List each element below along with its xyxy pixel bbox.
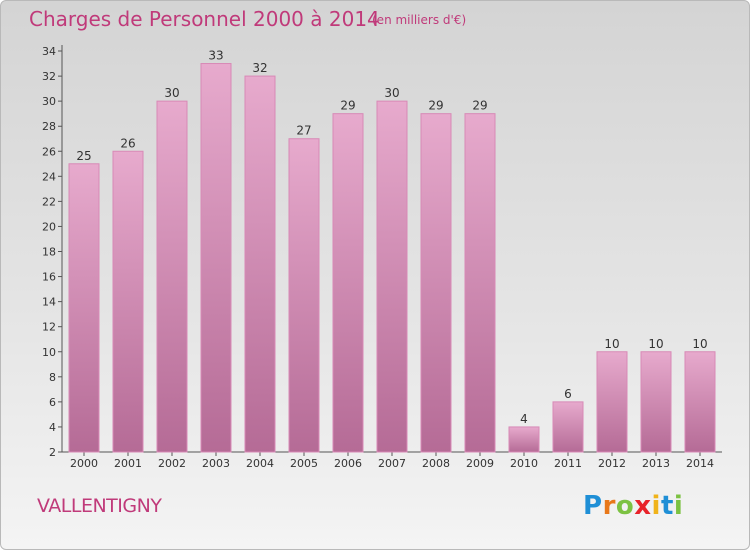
x-tick-label: 2003 xyxy=(202,457,230,470)
logo-letter: i xyxy=(651,491,661,521)
x-tick-label: 2006 xyxy=(334,457,362,470)
data-label: 26 xyxy=(120,136,135,150)
data-label: 29 xyxy=(340,99,355,113)
data-label: 30 xyxy=(384,86,399,100)
bar xyxy=(68,163,100,453)
bar xyxy=(508,426,540,453)
data-label: 10 xyxy=(604,337,619,351)
y-tick-label: 14 xyxy=(42,296,56,309)
data-label: 29 xyxy=(428,99,443,113)
data-label: 6 xyxy=(564,387,572,401)
y-tick-label: 18 xyxy=(42,246,56,259)
y-tick-label: 2 xyxy=(49,446,56,459)
bar xyxy=(640,351,672,453)
bar xyxy=(684,351,716,453)
chart-data-labels: 25 26 30 33 32 27 29 30 29 29 4 6 10 10 10 xyxy=(76,49,707,426)
bar xyxy=(332,113,364,453)
y-tick-label: 28 xyxy=(42,120,56,133)
y-tick-label: 22 xyxy=(42,195,56,208)
x-tick-label: 2013 xyxy=(642,457,670,470)
x-tick-label: 2011 xyxy=(554,457,582,470)
y-tick-label: 4 xyxy=(49,421,56,434)
data-label: 4 xyxy=(520,412,528,426)
y-tick-label: 10 xyxy=(42,346,56,359)
x-tick-label: 2014 xyxy=(686,457,714,470)
data-label: 33 xyxy=(208,49,223,63)
logo-letter: i xyxy=(673,491,684,521)
data-label: 10 xyxy=(692,337,707,351)
y-tick-label: 16 xyxy=(42,271,56,284)
data-label: 10 xyxy=(648,337,663,351)
x-tick-label: 2000 xyxy=(70,457,98,470)
y-tick-label: 6 xyxy=(49,396,56,409)
city-name: VALLENTIGNY xyxy=(37,495,162,517)
x-tick-label: 2012 xyxy=(598,457,626,470)
chart-bars xyxy=(68,63,716,453)
data-label: 29 xyxy=(472,99,487,113)
proxiti-logo: Proxiti xyxy=(583,491,683,521)
logo-letter: t xyxy=(660,491,674,521)
logo-letter: r xyxy=(602,491,616,521)
chart-title: Charges de Personnel 2000 à 2014 xyxy=(29,7,380,31)
data-label: 32 xyxy=(252,61,267,75)
x-tick-label: 2009 xyxy=(466,457,494,470)
data-label: 30 xyxy=(164,86,179,100)
bar xyxy=(200,63,232,453)
y-tick-label: 34 xyxy=(42,45,56,58)
y-tick-label: 20 xyxy=(42,220,56,233)
chart-subtitle: (en milliers d'€) xyxy=(372,13,467,27)
y-tick-label: 12 xyxy=(42,321,56,334)
logo-letter: o xyxy=(615,491,635,521)
y-tick-label: 32 xyxy=(42,70,56,83)
x-tick-label: 2005 xyxy=(290,457,318,470)
bar xyxy=(156,100,188,453)
data-label: 27 xyxy=(296,124,311,138)
bar xyxy=(244,75,276,453)
bar xyxy=(112,150,144,453)
bar xyxy=(288,138,320,453)
bar xyxy=(420,113,452,453)
data-label: 25 xyxy=(76,149,91,163)
logo-letter: x xyxy=(634,491,652,521)
x-tick-label: 2008 xyxy=(422,457,450,470)
x-tick-label: 2002 xyxy=(158,457,186,470)
bar xyxy=(376,100,408,453)
logo-letter: P xyxy=(583,491,603,521)
x-tick-label: 2007 xyxy=(378,457,406,470)
x-tick-label: 2004 xyxy=(246,457,274,470)
bar xyxy=(464,113,496,453)
y-tick-label: 26 xyxy=(42,145,56,158)
x-tick-label: 2001 xyxy=(114,457,142,470)
y-tick-label: 30 xyxy=(42,95,56,108)
x-tick-label: 2010 xyxy=(510,457,538,470)
y-tick-label: 8 xyxy=(49,371,56,384)
y-tick-label: 24 xyxy=(42,170,56,183)
bar xyxy=(552,401,584,453)
bar xyxy=(596,351,628,453)
